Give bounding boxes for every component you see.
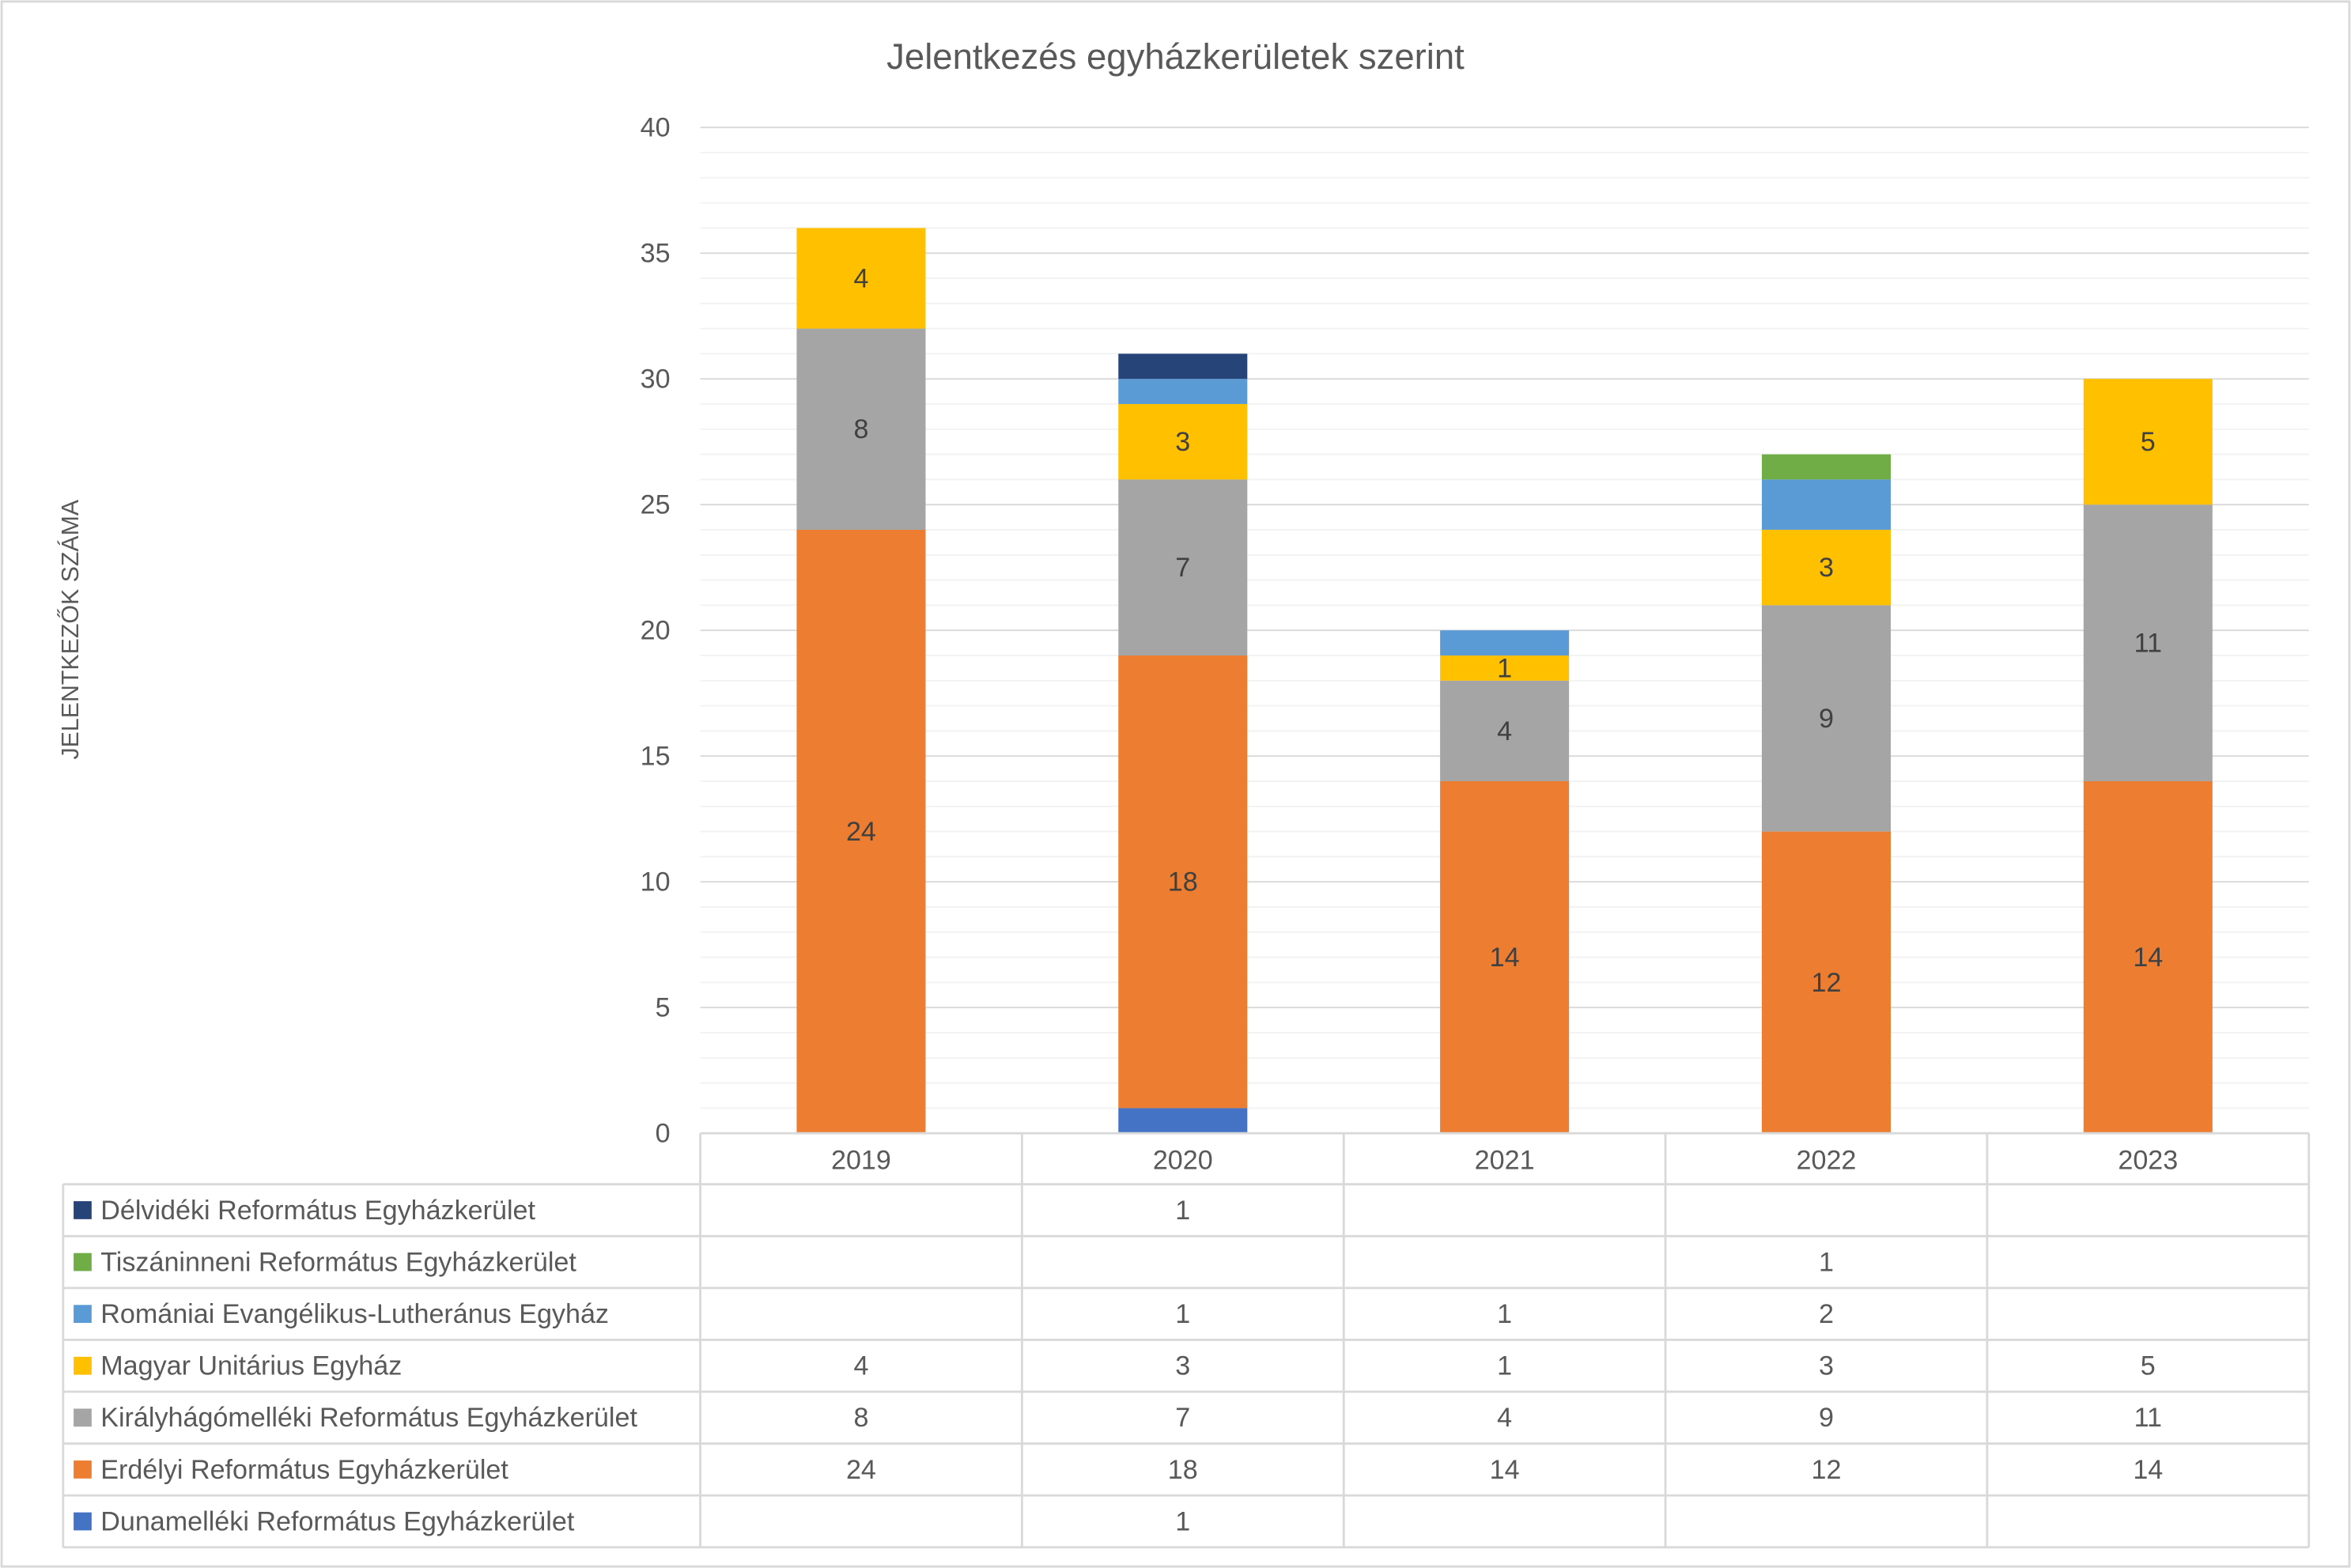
- table-cell: 24: [846, 1455, 876, 1485]
- legend-key: [74, 1512, 92, 1531]
- table-cell: 1: [1175, 1196, 1190, 1226]
- legend-label: Tiszáninneni Református Egyházkerület: [100, 1247, 576, 1277]
- bar-segment: [1440, 655, 1570, 681]
- x-tick-label: 2019: [831, 1146, 891, 1176]
- table-cell: 5: [2141, 1351, 2156, 1381]
- data-table: 2019 2020 2021 2022 2023 Délvidéki Református…: [62, 1132, 2311, 1549]
- data-label: 11: [2134, 628, 2162, 658]
- y-axis-label: JELENTKEZŐK SZÁMA: [58, 499, 84, 759]
- y-tick-label: 25: [641, 490, 671, 520]
- data-label: 4: [853, 263, 868, 293]
- x-tick-label: 2022: [1797, 1146, 1857, 1176]
- table-cell: 2: [1819, 1299, 1834, 1329]
- data-label: 1: [1497, 653, 1512, 683]
- table-cell: 18: [1168, 1455, 1198, 1485]
- y-tick-label: 10: [641, 867, 671, 897]
- y-tick-label: 40: [641, 113, 671, 143]
- y-tick-label: 35: [641, 239, 671, 269]
- legend-key: [74, 1356, 92, 1375]
- data-label: 18: [1168, 867, 1198, 897]
- data-label: 8: [853, 414, 868, 444]
- bar-segment: [1118, 379, 1248, 404]
- bar-segment: [1118, 353, 1248, 380]
- y-tick-label: 5: [656, 993, 671, 1023]
- bar-segment: [1118, 1108, 1248, 1134]
- y-tick-label: 15: [641, 742, 671, 772]
- table-cell: 4: [853, 1351, 868, 1381]
- table-cell: 1: [1175, 1506, 1190, 1536]
- legend-label: Erdélyi Református Egyházkerület: [100, 1455, 508, 1485]
- y-tick-label: 20: [641, 616, 671, 646]
- table-cell: 9: [1819, 1403, 1834, 1433]
- data-label: 14: [1490, 943, 1520, 973]
- table-cell: 14: [1490, 1455, 1520, 1485]
- bars: 24 8 4 18 7 3 14 4 1 12 9 3 14 11 5: [796, 228, 2213, 1134]
- bar-segment: [2083, 780, 2213, 1134]
- legend-key: [74, 1460, 92, 1479]
- table-cell: 1: [1497, 1299, 1512, 1329]
- bar-segment: [1761, 479, 1891, 530]
- table-cell: 12: [1811, 1455, 1841, 1485]
- bar-segment: [1440, 680, 1570, 781]
- x-tick-label: 2023: [2118, 1146, 2178, 1176]
- bar-segment: [1761, 831, 1891, 1134]
- bar-segment: [1440, 780, 1570, 1134]
- bar-segment: [2083, 504, 2213, 781]
- table-cell: 3: [1175, 1351, 1190, 1381]
- bar-segment: [1761, 529, 1891, 606]
- legend-label: Délvidéki Református Egyházkerület: [100, 1196, 535, 1226]
- bar-segment: [796, 328, 926, 530]
- data-label: 24: [846, 817, 876, 847]
- data-label: 9: [1819, 704, 1834, 734]
- table-cell: 4: [1497, 1403, 1512, 1433]
- table-cell: 3: [1819, 1351, 1834, 1381]
- bar-segment: [1761, 605, 1891, 832]
- data-label: 3: [1175, 427, 1190, 457]
- data-label: 12: [1811, 968, 1841, 998]
- table-cell: 1: [1175, 1299, 1190, 1329]
- bar-segment: [796, 529, 926, 1134]
- data-label: 3: [1819, 553, 1834, 583]
- bar-segment: [1440, 630, 1570, 656]
- table-cell: 11: [2134, 1403, 2162, 1433]
- table-cell: 8: [853, 1403, 868, 1433]
- bar-segment: [2083, 379, 2213, 505]
- bar-segment: [1118, 655, 1248, 1109]
- y-tick-labels: 0 5 10 15 20 25 30 35 40: [641, 113, 671, 1149]
- bar-segment: [796, 228, 926, 329]
- legend-key: [74, 1305, 92, 1324]
- data-label: 5: [2141, 427, 2156, 457]
- table-cell: 1: [1819, 1247, 1834, 1277]
- table-cell: 1: [1497, 1351, 1512, 1381]
- legend-key: [74, 1201, 92, 1219]
- y-tick-label: 30: [641, 365, 671, 395]
- legend-label: Magyar Unitárius Egyház: [100, 1351, 402, 1381]
- data-label: 7: [1175, 553, 1190, 583]
- x-tick-label: 2021: [1475, 1146, 1535, 1176]
- bar-segment: [1118, 403, 1248, 480]
- legend-label: Dunamelléki Református Egyházkerület: [100, 1506, 575, 1536]
- legend-key: [74, 1253, 92, 1271]
- bar-segment: [1761, 454, 1891, 480]
- legend-label: Királyhágómelléki Református Egyházkerül…: [100, 1403, 637, 1433]
- data-label: 4: [1497, 716, 1512, 746]
- chart-title: Jelentkezés egyházkerületek szerint: [886, 36, 1465, 77]
- table-cell: 14: [2133, 1455, 2163, 1485]
- table-cell: 7: [1175, 1403, 1190, 1433]
- legend-label: Romániai Evangélikus-Lutheránus Egyház: [100, 1299, 609, 1329]
- y-tick-label: 0: [656, 1119, 671, 1149]
- data-label: 14: [2133, 943, 2163, 973]
- bar-segment: [1118, 479, 1248, 656]
- x-tick-label: 2020: [1153, 1146, 1213, 1176]
- legend-key: [74, 1408, 92, 1427]
